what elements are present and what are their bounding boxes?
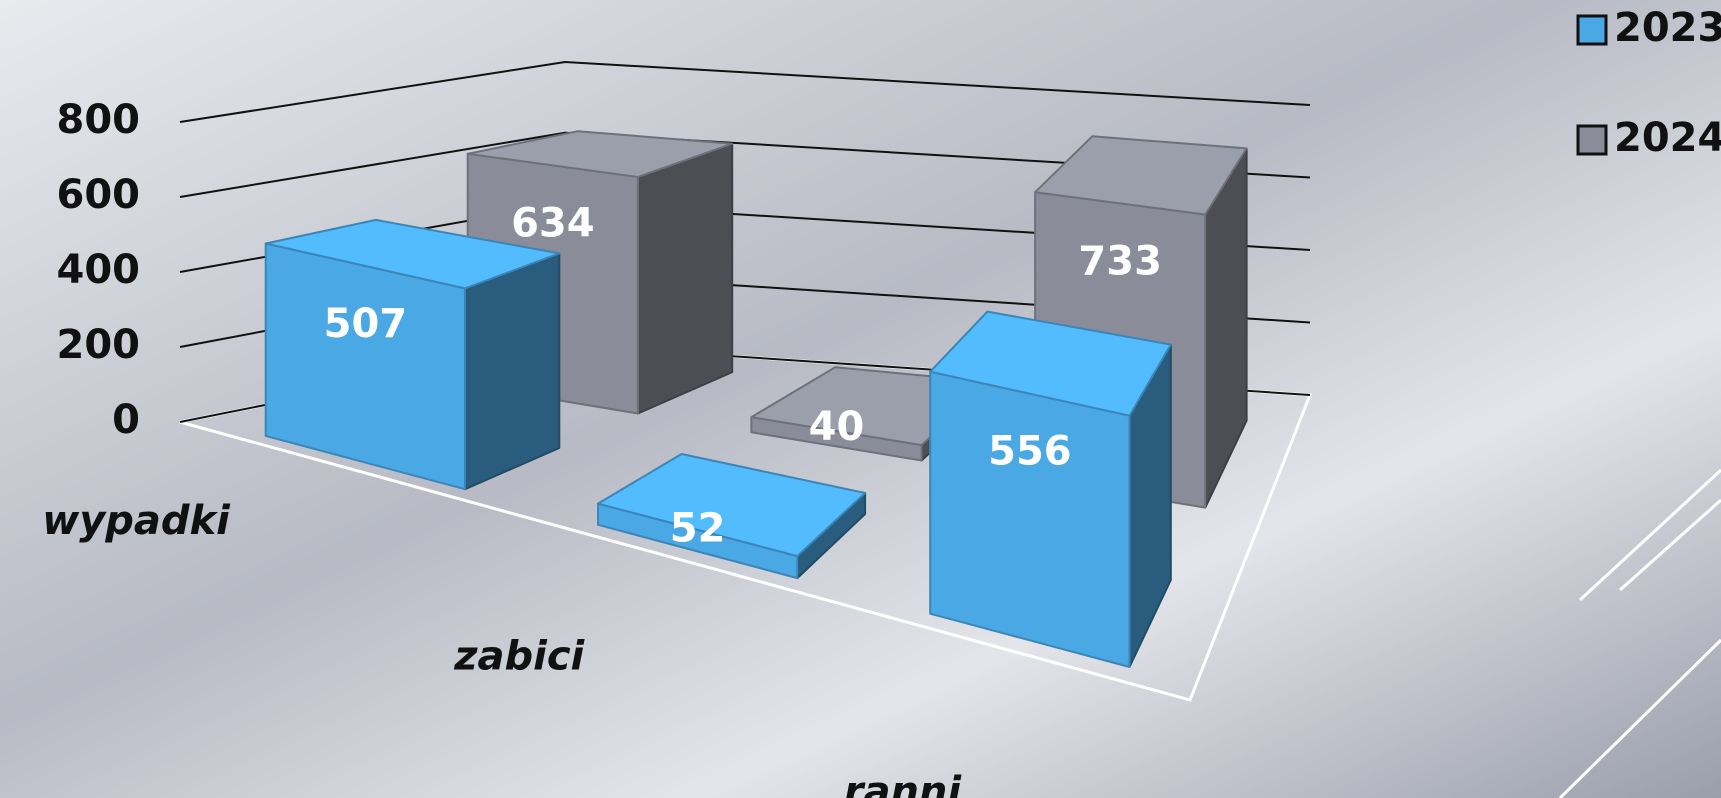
bar <box>929 310 1172 668</box>
value-label: 40 <box>809 404 865 450</box>
legend-swatch <box>1576 14 1608 46</box>
value-label: 556 <box>988 429 1072 475</box>
value-label: 52 <box>670 506 726 552</box>
grid-line <box>179 60 1311 123</box>
bar-side <box>464 252 561 491</box>
legend-label: 2023 <box>1614 5 1721 51</box>
legend-swatch <box>1576 124 1608 156</box>
y-tick-label: 400 <box>57 247 141 293</box>
value-label: 634 <box>511 200 595 246</box>
y-tick-label: 200 <box>57 322 141 368</box>
bar <box>264 218 561 491</box>
y-tick-label: 0 <box>112 397 140 443</box>
value-label: 733 <box>1078 238 1162 284</box>
grid-line <box>179 131 1311 198</box>
x-tick-label: ranni <box>844 769 963 798</box>
bar-top <box>466 130 734 178</box>
bar <box>597 453 867 580</box>
y-tick-label: 600 <box>57 172 141 218</box>
y-tick-label: 800 <box>57 97 141 143</box>
bar-top <box>264 218 561 290</box>
bar-side <box>636 142 734 415</box>
decoration <box>1558 468 1721 798</box>
bar-front <box>929 370 1131 668</box>
bar-top <box>597 453 867 558</box>
x-tick-label: zabici <box>453 633 585 679</box>
x-tick-label: wypadki <box>42 498 231 544</box>
value-label: 507 <box>324 301 408 347</box>
bar-top <box>929 310 1172 417</box>
bar-top <box>1034 135 1248 216</box>
legend-label: 2024 <box>1614 115 1721 161</box>
